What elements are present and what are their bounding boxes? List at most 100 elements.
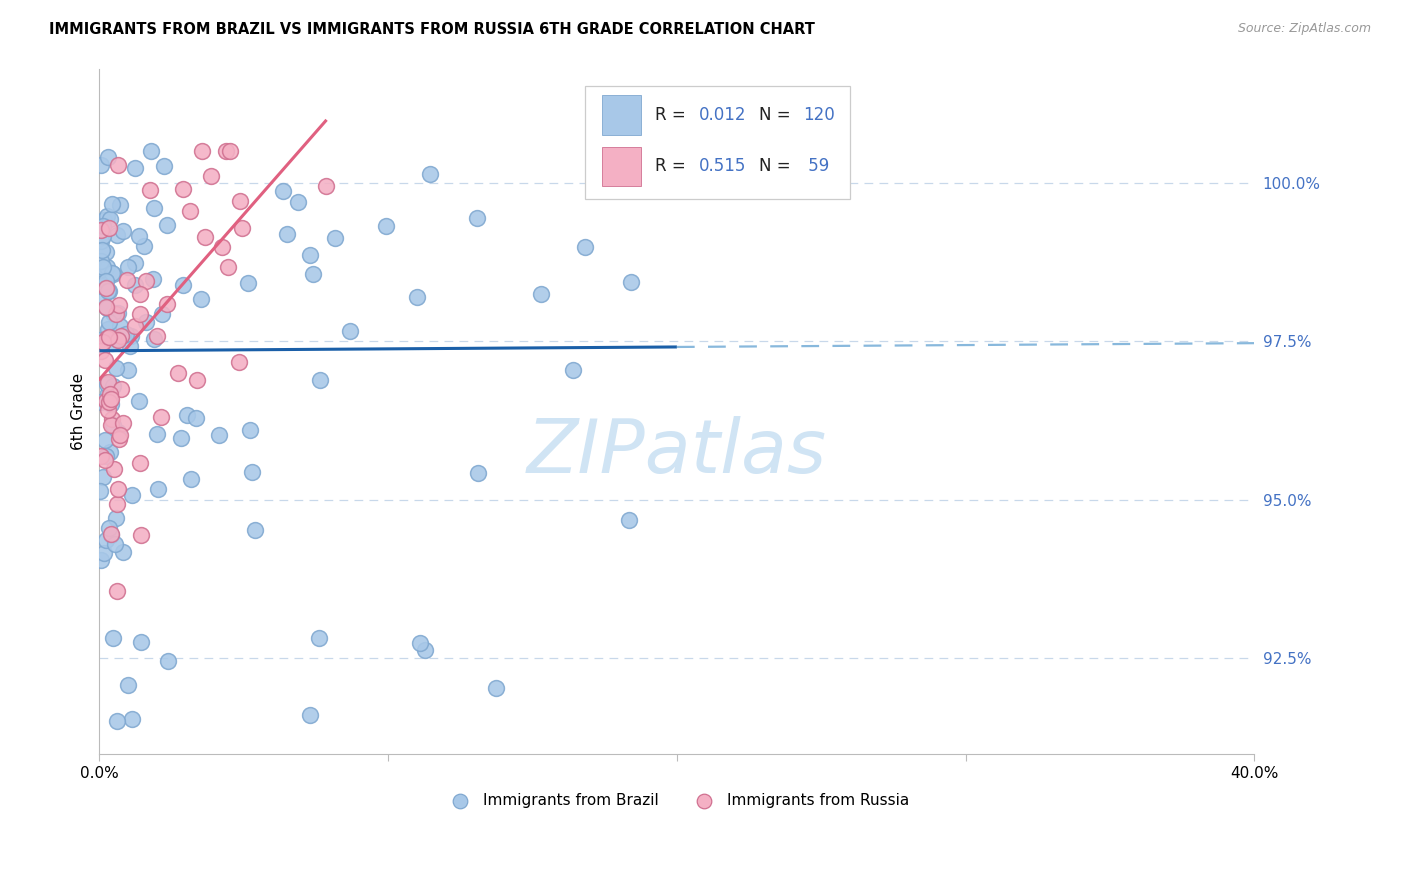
Point xyxy=(117,363,139,377)
Point xyxy=(90,294,112,309)
Point xyxy=(298,248,321,262)
Text: ZIPatlas: ZIPatlas xyxy=(527,416,827,488)
Point xyxy=(98,444,121,458)
Point xyxy=(287,194,309,209)
Point xyxy=(90,222,112,236)
Point xyxy=(97,330,120,344)
Point xyxy=(124,161,146,175)
Point xyxy=(208,427,231,442)
Point xyxy=(141,145,163,159)
Point xyxy=(172,181,194,195)
Point xyxy=(240,465,263,479)
Point xyxy=(101,418,124,433)
Point xyxy=(211,240,233,254)
Point xyxy=(239,423,262,437)
Point xyxy=(100,396,122,410)
Point xyxy=(105,714,128,729)
Point xyxy=(96,301,118,315)
Point xyxy=(97,403,120,417)
Point xyxy=(118,339,141,353)
Text: R =: R = xyxy=(655,158,690,176)
Point xyxy=(142,333,165,347)
Point xyxy=(107,157,129,171)
Point xyxy=(179,204,201,219)
Point xyxy=(620,275,643,289)
Point xyxy=(271,184,294,198)
Point xyxy=(156,218,179,232)
Point xyxy=(94,281,117,295)
Point xyxy=(94,394,117,409)
Point xyxy=(90,158,112,172)
Point xyxy=(93,213,115,227)
Text: 120: 120 xyxy=(803,106,835,124)
Text: 59: 59 xyxy=(803,158,830,176)
Text: N =: N = xyxy=(759,106,796,124)
Point xyxy=(245,524,267,538)
Point xyxy=(218,144,240,158)
Point xyxy=(121,488,143,502)
Point xyxy=(96,385,118,400)
Point xyxy=(124,319,146,334)
Point xyxy=(112,416,135,430)
Point xyxy=(121,712,143,726)
Point xyxy=(110,329,132,343)
Point xyxy=(146,426,169,441)
Point xyxy=(97,285,120,299)
Point xyxy=(97,315,120,329)
Point xyxy=(117,678,139,692)
Point xyxy=(96,331,118,345)
Point xyxy=(97,150,120,164)
Point xyxy=(562,363,585,377)
Point xyxy=(90,343,112,358)
Point xyxy=(315,178,337,193)
Point xyxy=(465,211,488,225)
Point xyxy=(120,329,142,343)
Point xyxy=(467,466,489,480)
Point xyxy=(142,201,165,215)
Point xyxy=(96,376,118,391)
Point xyxy=(150,307,173,321)
Point xyxy=(191,144,214,158)
Point xyxy=(146,483,169,497)
Point xyxy=(89,484,111,499)
Point xyxy=(105,497,128,511)
Point xyxy=(91,470,114,484)
Legend: Immigrants from Brazil, Immigrants from Russia: Immigrants from Brazil, Immigrants from … xyxy=(439,787,915,814)
Text: 0.012: 0.012 xyxy=(699,106,747,124)
Point xyxy=(302,267,325,281)
Point xyxy=(98,211,121,226)
Point xyxy=(101,266,124,280)
Point xyxy=(299,707,322,722)
Point xyxy=(124,256,146,270)
Point xyxy=(530,287,553,301)
Point xyxy=(112,545,135,559)
Point xyxy=(90,253,112,268)
Point xyxy=(91,335,114,350)
Point xyxy=(96,209,118,223)
Point xyxy=(91,244,114,258)
Point xyxy=(105,361,128,376)
Point xyxy=(111,224,134,238)
Point xyxy=(229,194,252,209)
Point xyxy=(107,333,129,347)
Point xyxy=(419,167,441,181)
Point xyxy=(200,169,222,183)
Point xyxy=(100,417,122,432)
Point xyxy=(96,533,118,547)
FancyBboxPatch shape xyxy=(602,95,641,135)
Point xyxy=(157,654,180,668)
Point xyxy=(194,230,217,244)
Point xyxy=(108,432,131,446)
Point xyxy=(115,273,138,287)
Point xyxy=(101,632,124,646)
Point xyxy=(93,546,115,560)
Point xyxy=(101,335,124,350)
Point xyxy=(156,297,179,311)
Point xyxy=(107,482,129,496)
Point xyxy=(98,220,121,235)
Text: N =: N = xyxy=(759,158,796,176)
Point xyxy=(180,472,202,486)
Point xyxy=(107,228,129,243)
Point xyxy=(108,319,131,334)
Point xyxy=(413,643,436,657)
